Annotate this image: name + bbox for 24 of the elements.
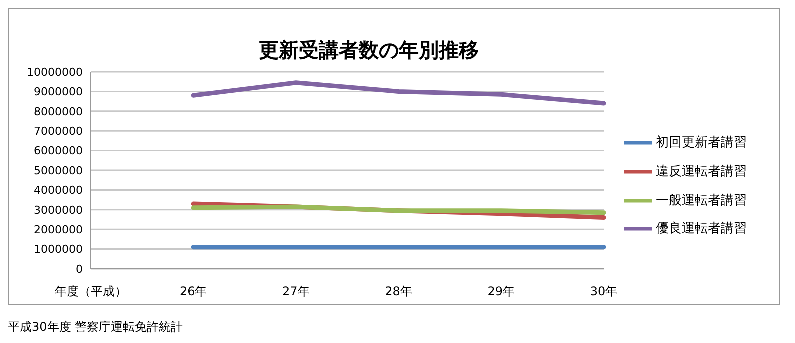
y-tick-label: 6000000 — [34, 144, 83, 158]
chart-title: 更新受講者数の年別推移 — [258, 37, 480, 64]
y-tick-label: 9000000 — [34, 86, 83, 99]
legend-label: 一般運転者講習 — [656, 193, 747, 208]
y-tick-label: 10000000 — [27, 66, 83, 79]
legend-label: 優良運転者講習 — [656, 222, 747, 237]
y-tick-label: 8000000 — [34, 105, 83, 118]
legend-label: 初回更新者講習 — [656, 136, 747, 151]
y-tick-label: 4000000 — [34, 184, 83, 198]
y-tick-label: 0 — [76, 262, 83, 276]
x-tick-label: 27年 — [282, 284, 310, 299]
x-tick-label: 26年 — [180, 284, 208, 299]
y-tick-label: 3000000 — [34, 204, 83, 217]
legend-label: 違反運転者講習 — [656, 164, 747, 180]
x-tick-label: 29年 — [488, 284, 516, 299]
y-tick-label: 1000000 — [34, 243, 83, 256]
text: 平成30年度 警察庁運転免許統計 — [8, 319, 184, 336]
x-tick-label: 28年 — [385, 284, 412, 299]
line-series — [191, 80, 606, 106]
x-tick-label: 30年 — [590, 284, 618, 299]
y-tick-label: 5000000 — [34, 164, 83, 178]
y-tick-label: 7000000 — [34, 125, 83, 138]
y-tick-label: 2000000 — [34, 224, 83, 237]
x-tick-label: 年度（平成） — [55, 284, 127, 299]
